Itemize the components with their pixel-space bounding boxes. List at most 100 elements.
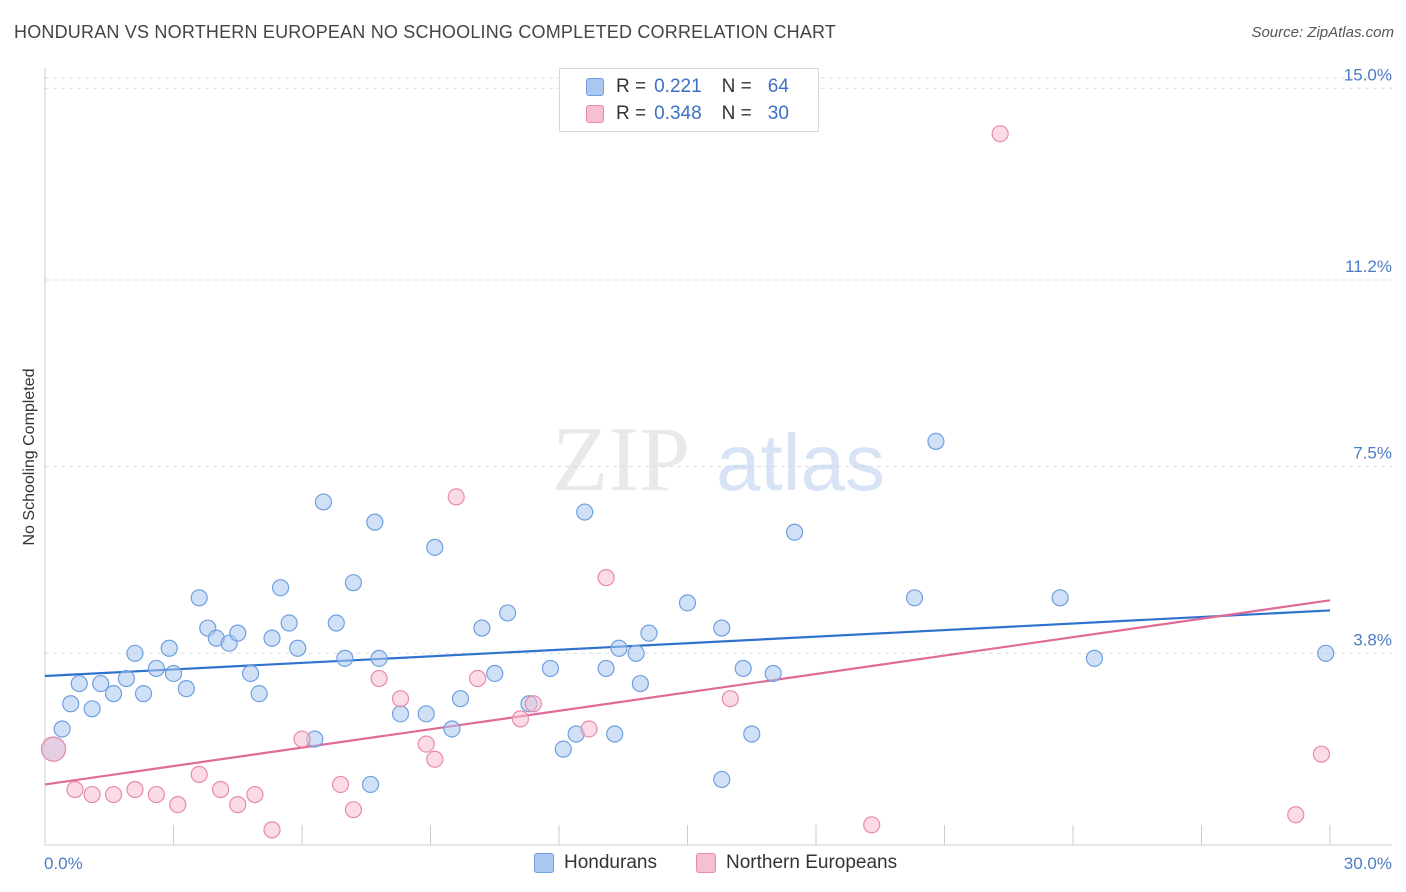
data-point [83,700,101,718]
axes [44,68,1392,846]
data-point [70,674,88,693]
data-point [417,735,435,753]
data-point [263,629,281,647]
data-point [721,690,739,708]
data-point [1317,644,1335,662]
data-point [40,736,67,762]
data-point [785,523,804,541]
data-point [863,816,881,834]
data-point [366,513,384,531]
series-legend-hondurans: Hondurans [534,852,657,874]
data-point [190,765,208,783]
data-point [597,569,615,587]
data-point [370,669,388,688]
chart-title: HONDURAN VS NORTHERN EUROPEAN NO SCHOOLI… [14,22,837,42]
data-point [678,594,697,612]
legend-row-northern-europeans: R = 0.348 N = 30 [586,101,789,127]
data-point [370,649,388,667]
data-point [53,720,71,738]
y-axis-label: No Schooling Completed [21,369,38,546]
data-point [327,614,345,632]
data-point [486,664,504,683]
data-point [713,770,731,789]
data-point [280,614,298,632]
data-point [391,705,410,723]
data-point [344,801,362,819]
data-point [147,785,165,804]
watermark-atlas: atlas [716,418,885,507]
data-point [293,730,311,748]
data-point [451,690,470,708]
data-point [104,685,123,703]
y-tick-label: 7.5% [1353,444,1392,463]
trend-line-northern-europeans [44,599,1331,786]
data-point [511,710,530,728]
y-tick-label: 3.8% [1353,630,1392,649]
grid-lines [45,77,1392,654]
data-point [1287,806,1305,824]
data-point [927,432,945,451]
series-legend: Hondurans Northern Europeans [0,852,1406,878]
data-point [229,796,247,814]
data-point [499,604,517,622]
legend-n-value: 64 [767,76,789,97]
data-point [391,690,410,708]
trend-line-hondurans [44,609,1331,678]
data-point [905,589,924,607]
legend-row-hondurans: R = 0.221 N = 64 [586,74,789,100]
y-tick-label: 15.0% [1344,65,1392,84]
data-point [443,720,461,738]
series-label-hondurans: Hondurans [564,852,657,873]
watermark: ZIP atlas [552,408,885,510]
data-point [580,720,598,738]
data-point [447,488,465,506]
data-point [640,624,658,642]
data-point [344,574,362,592]
legend-n-label: N = [721,76,752,97]
x-tick-label-min: 0.0% [44,854,83,873]
data-point [190,589,208,607]
tick-labels: 3.8% 7.5% 11.2% 15.0% 0.0% 30.0% [44,65,1392,873]
data-point [610,639,628,657]
data-point [361,775,380,794]
data-point [147,659,165,678]
data-point [331,775,350,794]
data-point [229,624,247,642]
data-point [469,669,487,688]
data-point [66,780,84,799]
data-point [734,659,752,678]
data-point [991,125,1009,143]
data-point [1051,589,1069,607]
data-point [263,821,281,839]
data-point [743,725,761,743]
data-point [314,493,333,511]
data-point [164,664,183,683]
data-point [289,639,307,657]
data-point [336,649,354,667]
data-point [426,538,444,556]
data-point [134,685,153,703]
legend: R = 0.221 N = 64 R = 0.348 N = 30 [559,68,819,132]
data-point [177,680,195,698]
data-point [541,659,560,678]
data-point [62,695,80,713]
data-point [246,785,264,804]
x-tick-label-max: 30.0% [1344,854,1392,873]
data-point [764,664,782,683]
data-point [524,695,542,713]
data-point [627,644,645,662]
data-point [126,780,144,799]
watermark-zip: ZIP [552,408,690,510]
trend-lines [44,599,1331,786]
legend-n-value: 30 [767,103,789,124]
data-point [242,664,260,683]
legend-r-value: 0.348 [654,103,702,124]
data-point [117,669,135,688]
data-point [631,674,649,693]
data-point [160,639,178,657]
data-point [713,619,731,637]
data-point [597,659,615,678]
legend-swatch-hondurans [586,78,604,96]
data-point [426,750,444,768]
